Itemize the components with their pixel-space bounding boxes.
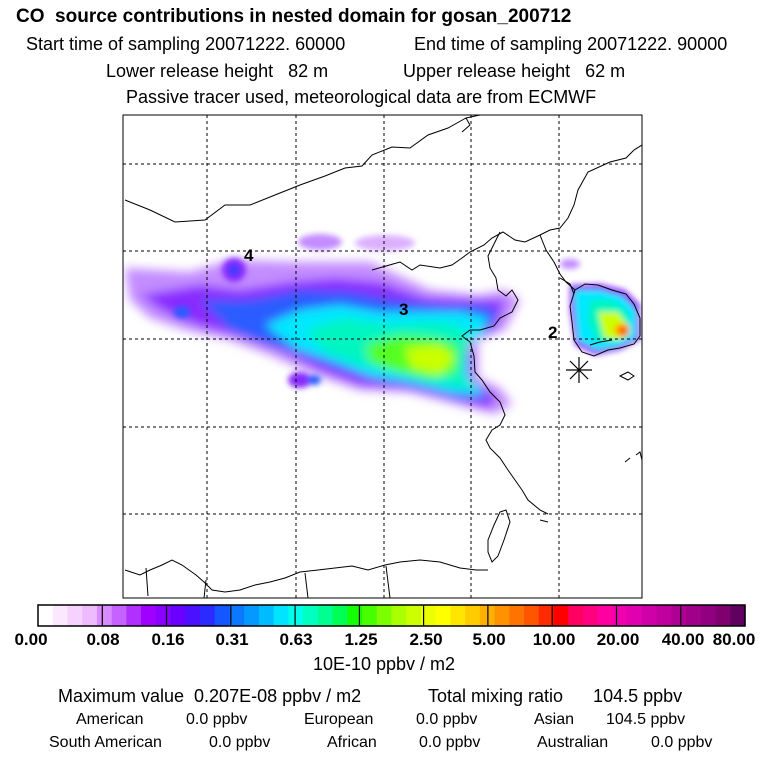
region-label-4: 4 xyxy=(244,246,254,265)
colorbar-tick-label: 2.50 xyxy=(409,630,443,649)
region-label-3: 3 xyxy=(399,300,408,319)
colorbar-cell xyxy=(568,605,584,626)
colorbar-cell xyxy=(376,605,393,626)
colorbar-cell xyxy=(111,605,127,626)
colorbar-cell xyxy=(185,605,201,626)
contribution-name: American xyxy=(76,711,144,728)
colorbar-cell xyxy=(362,605,378,626)
colorbar-tick-label: 0.08 xyxy=(86,630,120,649)
colorbar-cell xyxy=(317,605,334,626)
colorbar xyxy=(38,605,746,626)
contribution-name: European xyxy=(304,711,374,728)
colorbar-tick-label: 40.00 xyxy=(661,630,705,649)
colorbar-cell xyxy=(155,605,172,626)
lower-release-height: Lower release height 82 m xyxy=(106,61,329,81)
maximum-value: Maximum value 0.207E-08 ppbv / m2 xyxy=(58,686,362,706)
colorbar-cell xyxy=(347,605,363,626)
colorbar-tick-label: 0.00 xyxy=(14,630,48,649)
asterisk-icon xyxy=(566,357,592,383)
contribution-value: 0.0 ppbv xyxy=(419,734,481,751)
colorbar-cell xyxy=(141,605,157,626)
colorbar-cell xyxy=(67,605,83,626)
map-title: CO source contributions in nested domain… xyxy=(16,6,572,27)
total-mixing-ratio: Total mixing ratio 104.5 ppbv xyxy=(428,686,683,706)
colorbar-tick-label: 5.00 xyxy=(472,630,506,649)
contribution-name: African xyxy=(327,734,377,751)
tracer-note: Passive tracer used, meteorological data… xyxy=(126,87,597,107)
colorbar-cell xyxy=(494,605,510,626)
colorbar-unit-label: 10E-10 ppbv / m2 xyxy=(312,654,456,674)
colorbar-cell xyxy=(656,605,672,626)
colorbar-cell xyxy=(450,605,466,626)
colorbar-cell xyxy=(391,605,407,626)
colorbar-cell xyxy=(524,605,540,626)
colorbar-cell xyxy=(553,605,569,626)
colorbar-cell xyxy=(38,605,54,626)
colorbar-cell xyxy=(538,605,555,626)
colorbar-tick-label: 20.00 xyxy=(596,630,640,649)
colorbar-cell xyxy=(641,605,658,626)
colorbar-cell xyxy=(332,605,348,626)
colorbar-cell xyxy=(671,605,687,626)
map-frame xyxy=(122,114,643,599)
colorbar-cell xyxy=(126,605,142,626)
start-time: Start time of sampling 20071222. 60000 xyxy=(26,34,346,54)
colorbar-cell xyxy=(730,605,746,626)
colorbar-cell xyxy=(96,605,113,626)
contribution-value: 0.0 ppbv xyxy=(416,711,478,728)
colorbar-cell xyxy=(435,605,452,626)
contribution-value: 0.0 ppbv xyxy=(209,734,271,751)
lat-lon-grid xyxy=(123,115,642,598)
colorbar-cell xyxy=(258,605,275,626)
colorbar-cell xyxy=(244,605,260,626)
colorbar-cell xyxy=(288,605,304,626)
colorbar-frame xyxy=(37,604,746,627)
colorbar-cell xyxy=(509,605,525,626)
contribution-name: Asian xyxy=(534,711,575,728)
contribution-name: South American xyxy=(49,734,162,751)
end-time: End time of sampling 20071222. 90000 xyxy=(414,34,728,54)
colorbar-cell xyxy=(612,605,628,626)
colorbar-tick-label: 10.00 xyxy=(532,630,576,649)
contribution-value: 0.0 ppbv xyxy=(651,734,713,751)
colorbar-tick-label: 80.00 xyxy=(712,630,756,649)
colorbar-cell xyxy=(686,605,702,626)
colorbar-cell xyxy=(229,605,245,626)
colorbar-cell xyxy=(700,605,717,626)
colorbar-cell xyxy=(82,605,98,626)
concentration-plume xyxy=(125,234,640,414)
colorbar-cell xyxy=(465,605,481,626)
colorbar-ticks xyxy=(101,605,682,626)
colorbar-tick-label: 0.16 xyxy=(151,630,185,649)
colorbar-cell xyxy=(200,605,216,626)
colorbar-tick-label: 0.31 xyxy=(215,630,249,649)
colorbar-cell xyxy=(170,605,186,626)
colorbar-cell xyxy=(627,605,643,626)
contribution-value: 104.5 ppbv xyxy=(606,711,686,728)
contribution-name: Australian xyxy=(537,734,609,751)
region-label-2: 2 xyxy=(548,323,557,342)
colorbar-cell xyxy=(214,605,231,626)
contribution-value: 0.0 ppbv xyxy=(186,711,248,728)
colorbar-tick-label: 0.63 xyxy=(279,630,313,649)
colorbar-cell xyxy=(52,605,69,626)
upper-release-height: Upper release height 62 m xyxy=(403,61,626,81)
colorbar-cell xyxy=(303,605,319,626)
colorbar-cell xyxy=(582,605,599,626)
colorbar-cell xyxy=(715,605,731,626)
colorbar-cell xyxy=(597,605,614,626)
colorbar-cell xyxy=(406,605,422,626)
coastlines xyxy=(124,115,642,598)
colorbar-cell xyxy=(420,605,437,626)
map-area xyxy=(123,115,642,598)
colorbar-tick-label: 1.25 xyxy=(344,630,378,649)
colorbar-cell xyxy=(273,605,289,626)
